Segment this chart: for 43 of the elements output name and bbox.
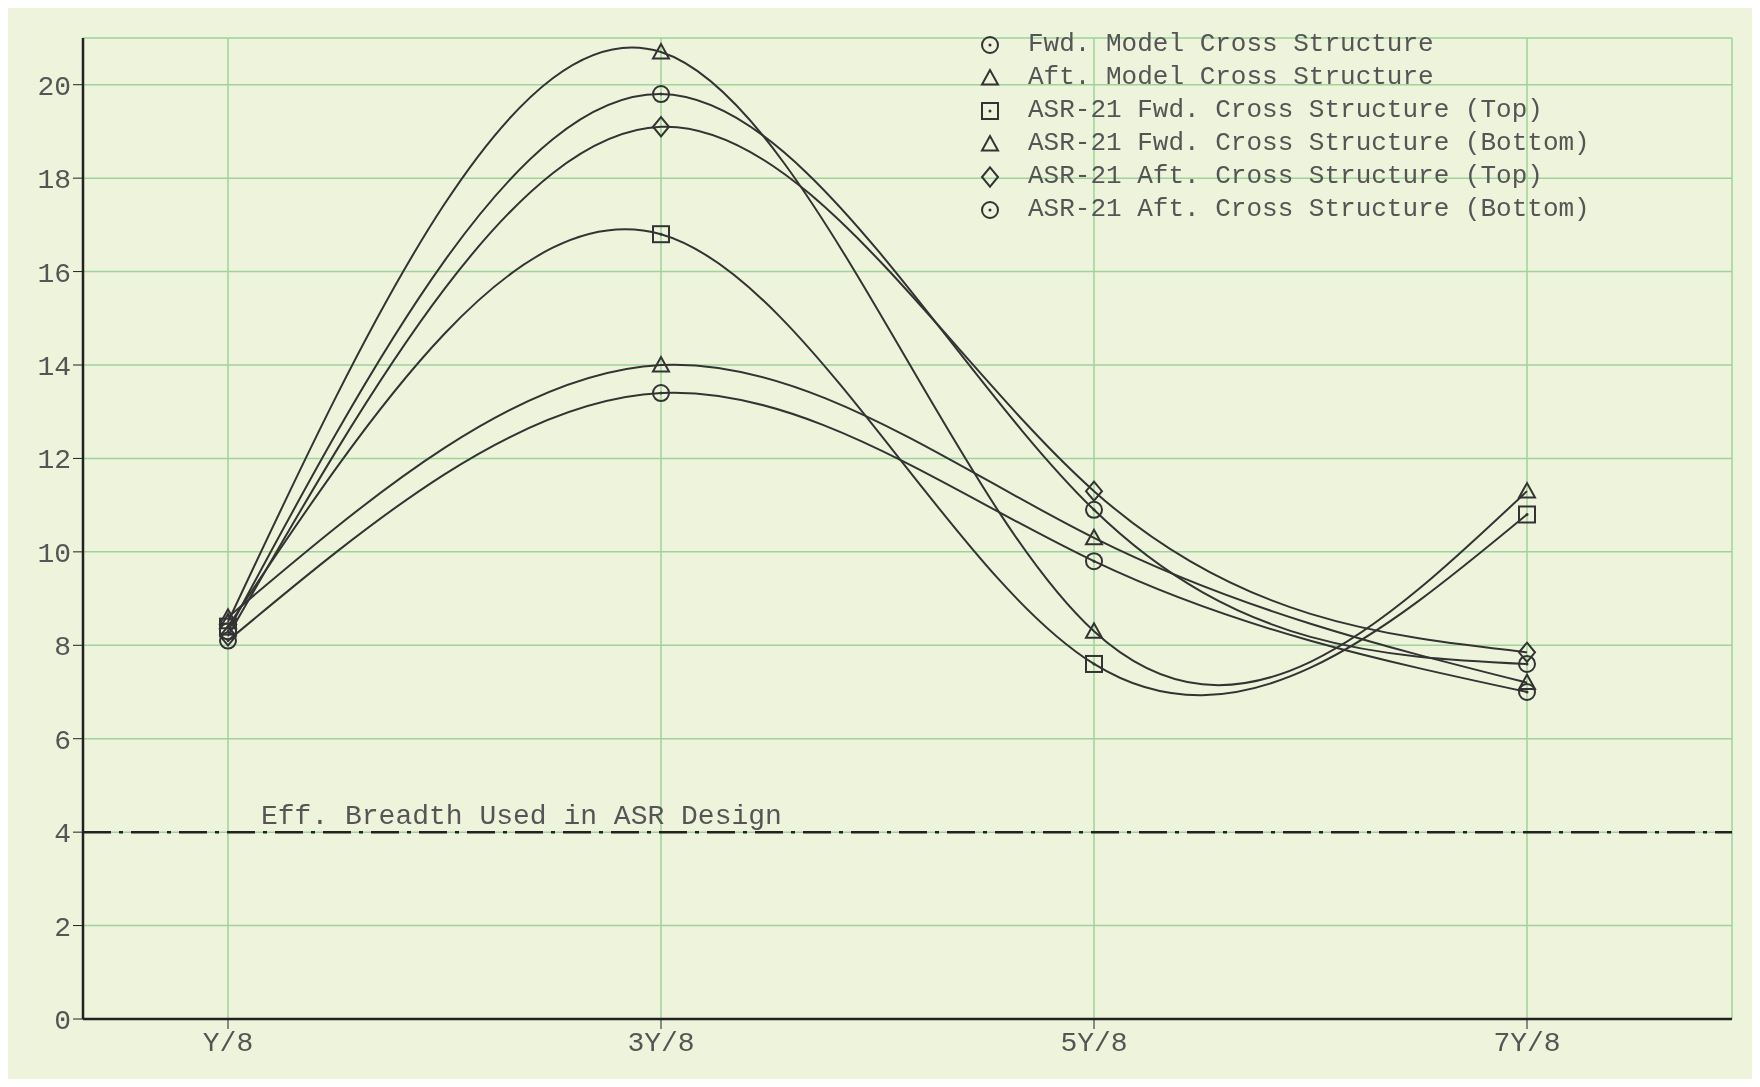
point — [1085, 654, 1103, 673]
x-tick-label: 5Y/8 — [1060, 1027, 1128, 1059]
ref-line-label: Eff. Breadth Used in ASR Design — [261, 801, 782, 833]
point — [219, 631, 237, 650]
y-tick-label: 6 — [54, 725, 71, 757]
point — [1518, 505, 1536, 524]
point — [652, 43, 670, 60]
y-tick-label: 10 — [37, 538, 71, 570]
point — [1085, 480, 1103, 502]
y-tick-label: 16 — [37, 258, 71, 290]
point — [1518, 673, 1536, 691]
legend-label: ASR-21 Fwd. Cross Structure (Bottom) — [1028, 127, 1590, 160]
point — [219, 608, 237, 625]
point — [1518, 683, 1536, 701]
y-tick-label: 14 — [37, 351, 71, 383]
x-tick-label: 3Y/8 — [627, 1027, 695, 1059]
point — [652, 116, 670, 138]
legend-label: ASR-21 Aft. Cross Structure (Top) — [1028, 160, 1543, 193]
legend-label: Aft. Model Cross Structure — [1028, 61, 1434, 94]
point — [1085, 552, 1103, 571]
y-tick-label: 0 — [54, 1005, 71, 1037]
y-tick-label: 18 — [37, 165, 71, 197]
y-tick-label: 20 — [37, 71, 71, 103]
y-tick-label: 12 — [37, 445, 71, 477]
legend-label: ASR-21 Aft. Cross Structure (Bottom) — [1028, 193, 1590, 226]
point — [1085, 500, 1103, 519]
point — [652, 85, 670, 104]
point — [652, 356, 670, 373]
point — [1518, 641, 1536, 663]
legend-label: Fwd. Model Cross Structure — [1028, 28, 1434, 61]
point — [1518, 482, 1536, 499]
point — [1085, 622, 1103, 639]
point — [1085, 528, 1103, 546]
point — [652, 225, 670, 244]
x-tick-label: 7Y/8 — [1493, 1027, 1561, 1059]
legend-label: ASR-21 Fwd. Cross Structure (Top) — [1028, 94, 1543, 127]
x-tick-label: Y/8 — [202, 1027, 254, 1059]
point — [1518, 654, 1536, 673]
point — [219, 625, 237, 647]
y-tick-label: 2 — [54, 912, 71, 944]
y-tick-label: 8 — [54, 632, 71, 664]
point — [652, 384, 670, 403]
y-tick-label: 4 — [54, 819, 71, 851]
